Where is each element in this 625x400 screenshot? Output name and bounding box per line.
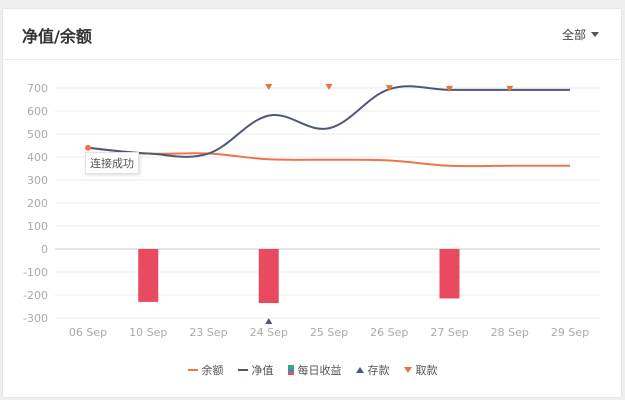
x-tick-label: 25 Sep xyxy=(310,326,348,339)
line-swatch-icon xyxy=(187,369,198,371)
y-tick-label: -200 xyxy=(23,289,48,302)
y-tick-label: 700 xyxy=(27,82,48,95)
range-filter-label: 全部 xyxy=(561,28,586,42)
legend-item-deposit[interactable]: 存款 xyxy=(355,362,390,378)
bar-swatch-icon xyxy=(287,365,294,375)
x-tick-label: 06 Sep xyxy=(69,326,107,339)
daily-income-bar xyxy=(258,249,279,304)
withdraw-marker xyxy=(446,85,453,92)
legend-item-daily-income[interactable]: 每日收益 xyxy=(287,362,342,378)
legend-label: 每日收益 xyxy=(297,364,342,377)
balance-start-point xyxy=(85,144,91,151)
y-tick-label: 100 xyxy=(27,220,48,233)
legend-item-net-value[interactable]: 净值 xyxy=(237,362,274,378)
line-swatch-icon xyxy=(237,369,248,371)
x-tick-label: 27 Sep xyxy=(430,326,468,339)
range-filter-dropdown[interactable]: 全部 xyxy=(562,26,599,43)
y-tick-label: 400 xyxy=(27,151,48,164)
legend-item-balance[interactable]: 余额 xyxy=(187,362,224,378)
deposit-marker xyxy=(265,318,273,324)
chart-legend: 余额 净值 每日收益 存款 取款 xyxy=(0,362,625,378)
withdraw-marker xyxy=(325,84,333,90)
daily-income-bar xyxy=(138,249,159,302)
withdraw-marker xyxy=(265,84,273,90)
triangle-down-icon xyxy=(403,367,412,373)
withdraw-marker xyxy=(385,85,393,92)
y-tick-label: 0 xyxy=(41,243,48,256)
x-tick-label: 23 Sep xyxy=(189,326,227,339)
net-value-line xyxy=(87,85,570,158)
y-tick-label: 600 xyxy=(27,105,48,118)
y-tick-label: -100 xyxy=(23,266,48,279)
x-tick-label: 26 Sep xyxy=(370,326,408,339)
x-tick-label: 24 Sep xyxy=(250,326,288,339)
legend-label: 取款 xyxy=(415,364,438,377)
legend-label: 净值 xyxy=(251,364,274,377)
legend-label: 存款 xyxy=(367,364,390,377)
x-tick-label: 29 Sep xyxy=(551,326,589,339)
caret-down-icon xyxy=(591,32,599,37)
y-tick-label: 300 xyxy=(27,174,48,187)
y-tick-label: -300 xyxy=(23,312,48,325)
status-tooltip: 连接成功 xyxy=(85,152,139,174)
card-title: 净值/余额 xyxy=(22,27,92,46)
y-tick-label: 200 xyxy=(27,197,48,210)
x-tick-label: 28 Sep xyxy=(491,326,529,339)
daily-income-bar xyxy=(439,249,460,299)
legend-label: 余额 xyxy=(201,364,224,377)
withdraw-marker xyxy=(506,85,514,92)
card-header: 净值/余额 全部 xyxy=(3,9,621,60)
y-tick-label: 500 xyxy=(27,128,48,141)
x-tick-label: 10 Sep xyxy=(129,326,167,339)
balance-line xyxy=(87,146,570,168)
legend-item-withdraw[interactable]: 取款 xyxy=(403,362,438,378)
triangle-up-icon xyxy=(355,367,364,373)
